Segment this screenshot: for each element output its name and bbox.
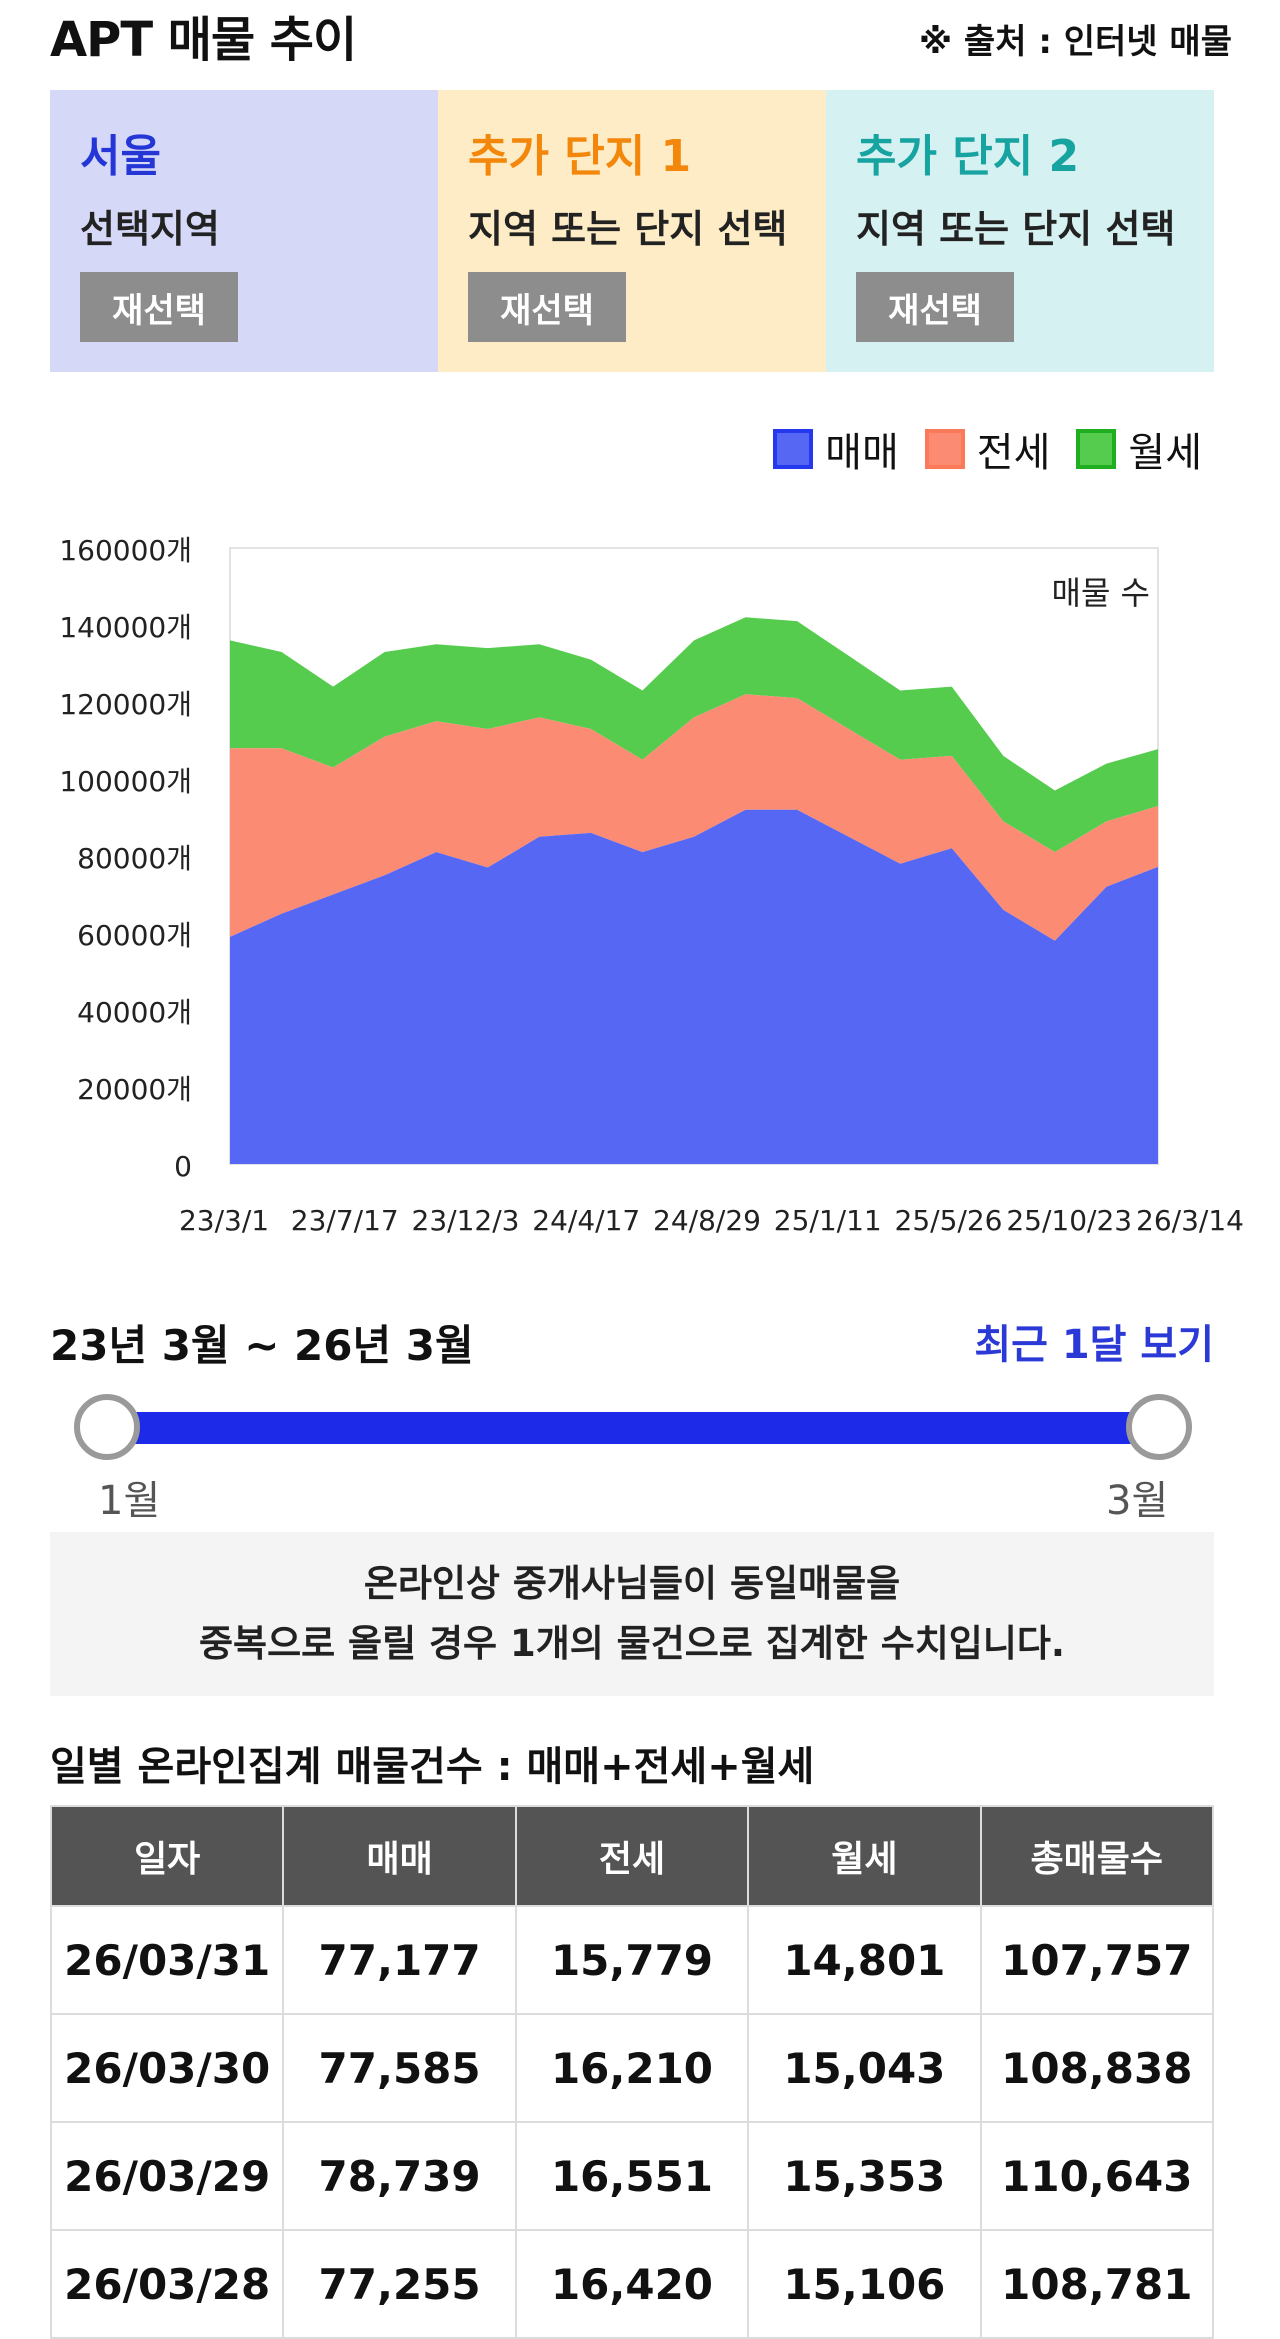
legend-label: 월세 xyxy=(1128,430,1202,476)
cell-jeonse: 15,779 xyxy=(514,1905,750,2015)
region-panels: 서울 선택지역 재선택 추가 단지 1 지역 또는 단지 선택 재선택 추가 단… xyxy=(50,90,1214,372)
x-tick-label: 25/5/26 xyxy=(895,1204,1003,1237)
cell-monthly: 15,353 xyxy=(747,2121,982,2231)
cell-jeonse: 16,551 xyxy=(514,2121,750,2231)
table-row: 26/03/28 77,255 16,420 15,106 108,781 xyxy=(49,2229,1215,2339)
range-slider-end-handle[interactable] xyxy=(1126,1394,1192,1460)
recent-month-link[interactable]: 최근 1달 보기 xyxy=(974,1322,1214,1368)
page-title: APT 매물 추이 xyxy=(50,12,357,68)
x-tick-label: 25/10/23 xyxy=(1006,1204,1132,1237)
reselect-button-extra-1[interactable]: 재선택 xyxy=(468,272,626,342)
cell-sale: 77,255 xyxy=(282,2229,517,2339)
cell-sale: 77,177 xyxy=(282,1905,517,2015)
cell-monthly: 15,106 xyxy=(747,2229,982,2339)
region-panel-extra-1: 추가 단지 1 지역 또는 단지 선택 재선택 xyxy=(438,90,826,372)
cell-date: 26/03/30 xyxy=(49,2013,285,2123)
region-panel-extra-2: 추가 단지 2 지역 또는 단지 선택 재선택 xyxy=(826,90,1214,372)
y-tick-label: 80000개 xyxy=(77,842,192,875)
x-tick-label: 23/12/3 xyxy=(412,1204,520,1237)
listing-trend-chart: 160000개 140000개 120000개 100000개 80000개 60000개… xyxy=(59,534,1244,1237)
cell-date: 26/03/28 xyxy=(49,2229,285,2339)
notice-line-2: 중복으로 올릴 경우 1개의 물건으로 집계한 수치입니다. xyxy=(199,1622,1065,1665)
legend-item-sale[interactable]: 매매 xyxy=(773,420,899,478)
chart-annotation: 매물 수 xyxy=(1052,574,1151,612)
daily-listings-table: 일자 매매 전세 월세 총매물수 26/03/31 77,177 15,779 … xyxy=(49,1805,1215,2339)
notice-line-1: 온라인상 중개사님들이 동일매물을 xyxy=(363,1562,901,1605)
series-area-월세 xyxy=(230,617,1158,853)
range-slider-track[interactable] xyxy=(108,1412,1132,1444)
panel-name: 추가 단지 2 xyxy=(856,131,1080,182)
legend-swatch-monthly xyxy=(1076,429,1117,469)
cell-jeonse: 16,210 xyxy=(514,2013,750,2123)
reselect-button-extra-2[interactable]: 재선택 xyxy=(856,272,1014,342)
aggregation-notice: 온라인상 중개사님들이 동일매물을 중복으로 올릴 경우 1개의 물건으로 집계… xyxy=(50,1532,1214,1696)
series-area-전세 xyxy=(230,694,1158,941)
cell-sale: 77,585 xyxy=(282,2013,517,2123)
y-tick-label: 100000개 xyxy=(59,765,192,798)
y-tick-label: 0 xyxy=(174,1150,192,1183)
legend-label: 매매 xyxy=(825,430,899,476)
table-row: 26/03/29 78,739 16,551 15,353 110,643 xyxy=(49,2121,1215,2231)
y-tick-label: 60000개 xyxy=(77,919,192,952)
chart-legend: 매매 전세 월세 xyxy=(773,420,1202,478)
table-header-row: 일자 매매 전세 월세 총매물수 xyxy=(49,1805,1215,1907)
legend-swatch-jeonse xyxy=(924,429,965,469)
column-header-sale: 매매 xyxy=(282,1805,517,1907)
table-row: 26/03/30 77,585 16,210 15,043 108,838 xyxy=(49,2013,1215,2123)
cell-total: 110,643 xyxy=(979,2121,1215,2231)
table-title: 일별 온라인집계 매물건수 : 매매+전세+월세 xyxy=(50,1744,815,1790)
panel-name: 서울 xyxy=(80,131,161,182)
range-slider-start-handle[interactable] xyxy=(74,1394,140,1460)
x-tick-label: 26/3/14 xyxy=(1136,1204,1244,1237)
cell-date: 26/03/29 xyxy=(49,2121,285,2231)
legend-item-jeonse[interactable]: 전세 xyxy=(924,420,1051,478)
y-tick-label: 140000개 xyxy=(59,611,192,644)
y-tick-label: 120000개 xyxy=(59,688,192,721)
cell-monthly: 15,043 xyxy=(747,2013,982,2123)
date-range-label: 23년 3월 ~ 26년 3월 xyxy=(50,1321,474,1370)
legend-swatch-sale xyxy=(773,429,814,469)
source-note: ※ 출처 : 인터넷 매물 xyxy=(919,22,1232,62)
panel-desc: 선택지역 xyxy=(80,207,220,251)
x-tick-label: 25/1/11 xyxy=(774,1204,882,1237)
cell-total: 108,781 xyxy=(979,2229,1215,2339)
x-tick-label: 24/8/29 xyxy=(653,1204,761,1237)
x-tick-label: 23/3/1 xyxy=(179,1204,269,1237)
cell-jeonse: 16,420 xyxy=(514,2229,750,2339)
column-header-date: 일자 xyxy=(49,1805,285,1907)
cell-total: 107,757 xyxy=(979,1905,1215,2015)
region-panel-seoul: 서울 선택지역 재선택 xyxy=(50,90,438,372)
column-header-jeonse: 전세 xyxy=(514,1805,750,1907)
cell-sale: 78,739 xyxy=(282,2121,517,2231)
panel-desc: 지역 또는 단지 선택 xyxy=(856,207,1176,251)
panel-desc: 지역 또는 단지 선택 xyxy=(468,207,788,251)
table-row: 26/03/31 77,177 15,779 14,801 107,757 xyxy=(49,1905,1215,2015)
legend-item-monthly[interactable]: 월세 xyxy=(1076,420,1202,478)
column-header-total: 총매물수 xyxy=(979,1805,1215,1907)
y-tick-label: 160000개 xyxy=(59,534,192,567)
slider-min-label: 1월 xyxy=(98,1478,161,1524)
slider-max-label: 3월 xyxy=(1106,1478,1169,1524)
series-area-매매 xyxy=(230,809,1158,1164)
y-tick-label: 20000개 xyxy=(77,1073,192,1106)
legend-label: 전세 xyxy=(976,430,1051,476)
cell-monthly: 14,801 xyxy=(747,1905,982,2015)
reselect-button-seoul[interactable]: 재선택 xyxy=(80,272,238,342)
x-tick-label: 23/7/17 xyxy=(291,1204,399,1237)
panel-name: 추가 단지 1 xyxy=(468,131,692,182)
y-tick-label: 40000개 xyxy=(77,996,192,1029)
cell-date: 26/03/31 xyxy=(49,1905,285,2015)
cell-total: 108,838 xyxy=(979,2013,1215,2123)
column-header-monthly: 월세 xyxy=(747,1805,982,1907)
x-tick-label: 24/4/17 xyxy=(532,1204,640,1237)
